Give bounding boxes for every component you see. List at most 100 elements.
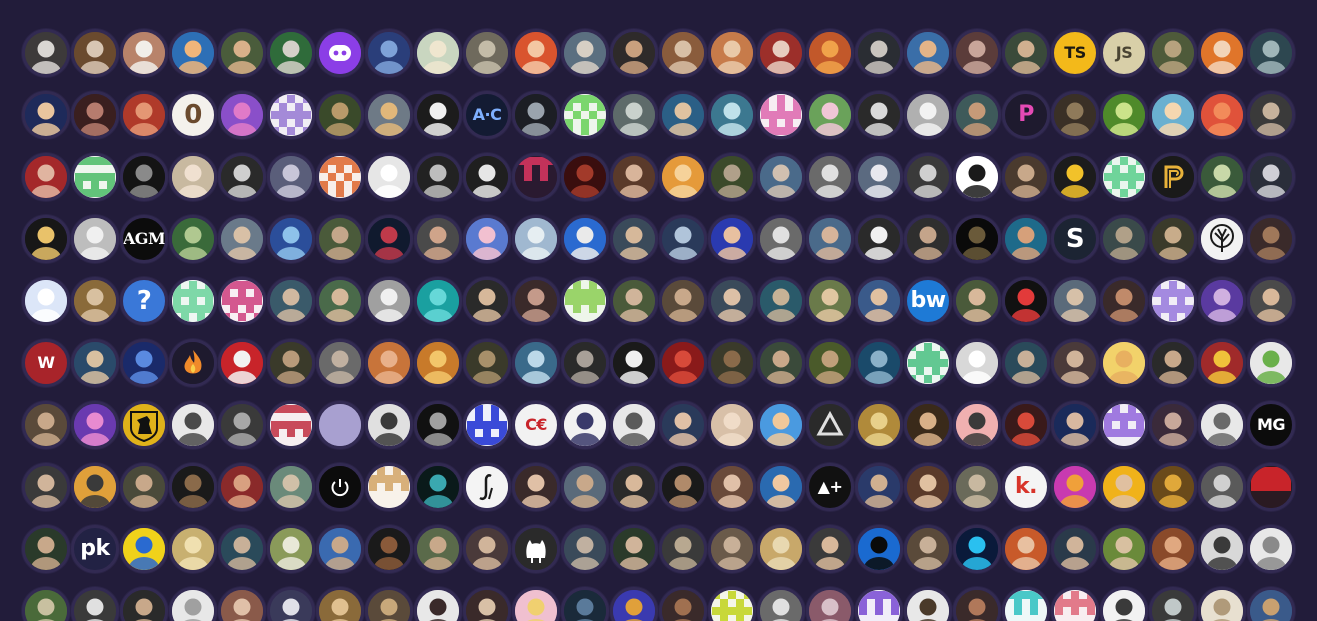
contributor-avatar[interactable] <box>806 339 854 387</box>
contributor-avatar[interactable] <box>757 525 805 573</box>
contributor-avatar[interactable] <box>414 339 462 387</box>
contributor-avatar[interactable] <box>610 277 658 325</box>
contributor-avatar[interactable] <box>22 215 70 263</box>
contributor-avatar[interactable] <box>1149 339 1197 387</box>
contributor-avatar[interactable] <box>659 463 707 511</box>
contributor-avatar[interactable] <box>512 277 560 325</box>
contributor-avatar[interactable] <box>659 277 707 325</box>
contributor-avatar[interactable] <box>512 153 560 201</box>
contributor-avatar[interactable] <box>1100 401 1148 449</box>
contributor-avatar[interactable] <box>708 401 756 449</box>
contributor-avatar[interactable] <box>1198 277 1246 325</box>
contributor-avatar[interactable] <box>659 91 707 139</box>
contributor-avatar[interactable] <box>365 463 413 511</box>
contributor-avatar[interactable] <box>855 587 903 621</box>
contributor-avatar[interactable] <box>120 463 168 511</box>
contributor-avatar[interactable] <box>1100 153 1148 201</box>
contributor-avatar[interactable] <box>218 153 266 201</box>
contributor-avatar[interactable] <box>365 401 413 449</box>
contributor-avatar[interactable] <box>1100 339 1148 387</box>
contributor-avatar[interactable] <box>267 277 315 325</box>
contributor-avatar[interactable] <box>1247 587 1295 621</box>
contributor-avatar[interactable] <box>316 215 364 263</box>
contributor-avatar[interactable] <box>316 339 364 387</box>
contributor-avatar[interactable] <box>71 153 119 201</box>
contributor-avatar[interactable] <box>218 339 266 387</box>
contributor-avatar[interactable] <box>463 587 511 621</box>
contributor-avatar[interactable] <box>414 401 462 449</box>
contributor-avatar[interactable] <box>512 29 560 77</box>
contributor-avatar[interactable] <box>855 277 903 325</box>
contributor-avatar[interactable] <box>169 525 217 573</box>
contributor-avatar[interactable] <box>22 153 70 201</box>
contributor-avatar[interactable] <box>1002 525 1050 573</box>
contributor-avatar[interactable] <box>904 525 952 573</box>
contributor-avatar[interactable] <box>414 463 462 511</box>
contributor-avatar[interactable] <box>1100 525 1148 573</box>
contributor-avatar[interactable] <box>218 525 266 573</box>
contributor-avatar[interactable] <box>1247 153 1295 201</box>
contributor-avatar[interactable] <box>806 525 854 573</box>
contributor-avatar[interactable]: k. <box>1002 463 1050 511</box>
contributor-avatar[interactable] <box>610 339 658 387</box>
contributor-avatar[interactable] <box>169 401 217 449</box>
contributor-avatar[interactable] <box>659 525 707 573</box>
contributor-avatar[interactable] <box>561 153 609 201</box>
contributor-avatar[interactable] <box>561 215 609 263</box>
contributor-avatar[interactable] <box>463 277 511 325</box>
contributor-avatar[interactable] <box>22 401 70 449</box>
contributor-avatar[interactable] <box>1002 153 1050 201</box>
contributor-avatar[interactable] <box>512 525 560 573</box>
contributor-avatar[interactable]: JS <box>1100 29 1148 77</box>
contributor-avatar[interactable] <box>1149 463 1197 511</box>
contributor-avatar[interactable] <box>463 29 511 77</box>
contributor-avatar[interactable] <box>561 277 609 325</box>
contributor-avatar[interactable] <box>267 91 315 139</box>
contributor-avatar[interactable] <box>708 29 756 77</box>
contributor-avatar[interactable] <box>512 339 560 387</box>
contributor-avatar[interactable] <box>365 525 413 573</box>
contributor-avatar[interactable] <box>855 525 903 573</box>
contributor-avatar[interactable] <box>169 277 217 325</box>
contributor-avatar[interactable] <box>1198 339 1246 387</box>
contributor-avatar[interactable] <box>1051 339 1099 387</box>
contributor-avatar[interactable] <box>512 215 560 263</box>
contributor-avatar[interactable] <box>806 401 854 449</box>
contributor-avatar[interactable] <box>561 587 609 621</box>
contributor-avatar[interactable] <box>1051 463 1099 511</box>
contributor-avatar[interactable] <box>610 153 658 201</box>
contributor-avatar[interactable] <box>22 587 70 621</box>
contributor-avatar[interactable] <box>1100 215 1148 263</box>
contributor-avatar[interactable] <box>1100 587 1148 621</box>
contributor-avatar[interactable] <box>22 277 70 325</box>
contributor-avatar[interactable] <box>610 463 658 511</box>
contributor-avatar[interactable] <box>71 277 119 325</box>
contributor-avatar[interactable] <box>904 401 952 449</box>
contributor-avatar[interactable] <box>1247 463 1295 511</box>
contributor-avatar[interactable] <box>169 153 217 201</box>
contributor-avatar[interactable] <box>1247 525 1295 573</box>
contributor-avatar[interactable] <box>365 153 413 201</box>
contributor-avatar[interactable] <box>169 29 217 77</box>
contributor-avatar[interactable] <box>708 587 756 621</box>
contributor-avatar[interactable]: AGM <box>120 215 168 263</box>
contributor-avatar[interactable] <box>365 215 413 263</box>
contributor-avatar[interactable] <box>218 587 266 621</box>
contributor-avatar[interactable] <box>659 215 707 263</box>
contributor-avatar[interactable] <box>806 215 854 263</box>
contributor-avatar[interactable] <box>659 587 707 621</box>
contributor-avatar[interactable] <box>1100 91 1148 139</box>
contributor-avatar[interactable] <box>806 277 854 325</box>
contributor-avatar[interactable] <box>904 29 952 77</box>
contributor-avatar[interactable] <box>218 29 266 77</box>
contributor-avatar[interactable] <box>414 277 462 325</box>
contributor-avatar[interactable] <box>1149 29 1197 77</box>
contributor-avatar[interactable] <box>953 153 1001 201</box>
contributor-avatar[interactable] <box>1198 587 1246 621</box>
contributor-avatar[interactable] <box>855 401 903 449</box>
contributor-avatar[interactable] <box>120 339 168 387</box>
contributor-avatar[interactable] <box>218 463 266 511</box>
contributor-avatar[interactable] <box>120 525 168 573</box>
contributor-avatar[interactable] <box>71 29 119 77</box>
contributor-avatar[interactable] <box>512 463 560 511</box>
